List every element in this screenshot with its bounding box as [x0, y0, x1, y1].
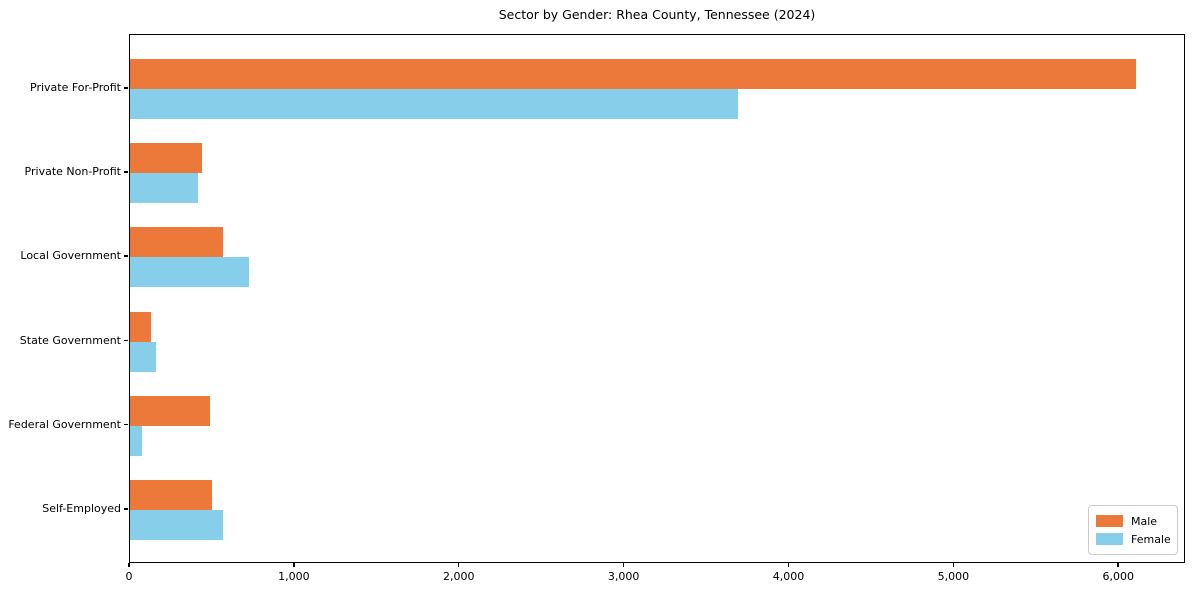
x-axis-label-3: 3,000 — [607, 570, 640, 583]
x-axis-label-2: 2,000 — [442, 570, 475, 583]
y-tick-mark — [124, 87, 128, 89]
legend-swatch-female — [1096, 533, 1123, 545]
y-tick-mark — [124, 508, 128, 510]
legend-swatch-male — [1096, 515, 1123, 527]
bar-female-5 — [130, 510, 224, 540]
bar-female-2 — [130, 257, 249, 288]
bar-female-4 — [130, 425, 143, 456]
bar-male-5 — [130, 480, 212, 510]
y-tick-mark — [124, 339, 128, 342]
y-axis-label-5: Self-Employed — [42, 502, 121, 515]
chart-title: Sector by Gender: Rhea County, Tennessee… — [498, 7, 816, 22]
bar-female-1 — [130, 173, 198, 204]
y-axis-label-1: Private Non-Profit — [24, 165, 121, 179]
x-axis-label-0: 0 — [125, 570, 133, 583]
y-tick-mark — [124, 255, 128, 257]
y-axis-label-4: Federal Government — [8, 417, 121, 431]
x-tick-mark — [952, 563, 955, 567]
legend-label-male: Male — [1131, 514, 1158, 528]
x-tick-mark — [128, 563, 130, 567]
legend-item-female: Female — [1096, 530, 1171, 548]
plot-area — [129, 34, 1185, 563]
x-tick-mark — [293, 563, 295, 567]
bar-female-3 — [130, 341, 156, 372]
x-axis-label-5: 5,000 — [937, 570, 970, 583]
legend: Male Female — [1088, 505, 1178, 555]
bar-male-3 — [130, 311, 151, 342]
x-tick-mark — [787, 563, 790, 567]
y-axis-label-3: State Government — [19, 333, 121, 347]
legend-label-female: Female — [1131, 532, 1171, 546]
y-tick-mark — [124, 423, 128, 426]
y-axis-label-2: Local Government — [20, 249, 121, 263]
bar-male-0 — [130, 59, 1136, 89]
bar-male-4 — [130, 395, 210, 426]
x-tick-mark — [622, 563, 625, 567]
bar-male-1 — [130, 143, 202, 174]
x-axis-label-1: 1,000 — [278, 570, 310, 583]
bar-female-0 — [130, 89, 739, 119]
x-axis-label-4: 4,000 — [772, 570, 805, 583]
x-tick-mark — [1117, 563, 1119, 567]
y-axis-label-0: Private For-Profit — [30, 81, 121, 94]
x-axis-label-6: 6,000 — [1102, 570, 1134, 583]
legend-item-male: Male — [1096, 512, 1169, 530]
x-tick-mark — [457, 563, 460, 567]
bar-male-2 — [130, 227, 224, 258]
y-tick-mark — [124, 171, 128, 173]
